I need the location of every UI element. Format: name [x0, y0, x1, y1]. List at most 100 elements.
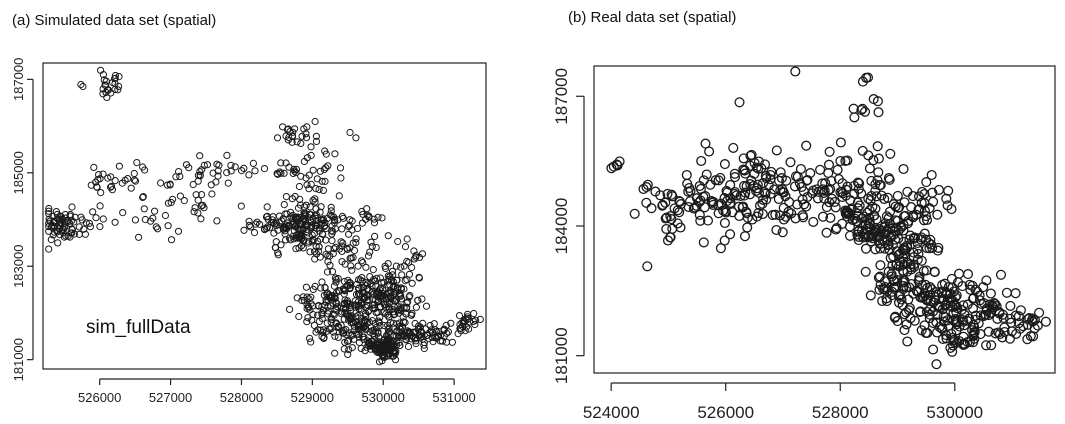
- data-point: [898, 163, 909, 175]
- data-point: [403, 276, 411, 284]
- data-point: [833, 174, 844, 185]
- panel-a-title: (a) Simulated data set (spatial): [12, 12, 217, 29]
- data-point: [378, 214, 386, 222]
- data-point: [77, 213, 85, 221]
- data-point: [358, 219, 367, 227]
- data-point: [360, 333, 368, 341]
- data-point: [941, 287, 952, 298]
- data-point: [280, 201, 288, 209]
- data-point: [472, 316, 480, 324]
- data-point: [306, 203, 314, 211]
- data-point: [335, 322, 343, 331]
- data-point: [286, 222, 294, 230]
- data-point: [161, 211, 169, 220]
- data-point: [79, 82, 87, 91]
- data-point: [68, 216, 76, 225]
- data-point: [760, 188, 771, 199]
- data-point: [111, 218, 119, 226]
- data-point: [297, 172, 305, 180]
- data-point: [323, 268, 332, 276]
- data-point: [331, 292, 339, 300]
- data-point: [442, 338, 451, 346]
- data-point: [674, 196, 685, 207]
- data-point: [109, 78, 117, 87]
- plot-frame-a: [42, 62, 487, 370]
- data-point: [893, 297, 905, 308]
- data-point: [710, 175, 721, 186]
- data-point: [842, 155, 853, 166]
- data-point: [135, 233, 143, 241]
- data-point: [316, 167, 324, 175]
- data-point: [345, 346, 353, 354]
- data-point: [802, 174, 813, 186]
- data-point: [115, 73, 123, 81]
- data-point: [921, 243, 932, 254]
- data-point: [400, 285, 408, 293]
- data-point: [872, 141, 883, 152]
- data-point: [797, 194, 808, 205]
- data-point: [865, 290, 876, 301]
- data-point: [704, 146, 715, 157]
- data-point: [891, 246, 902, 257]
- data-point: [933, 184, 945, 195]
- x-tick-label-a: 528000: [220, 390, 263, 405]
- data-point: [96, 202, 104, 210]
- data-point: [1022, 334, 1033, 345]
- data-point: [745, 150, 756, 161]
- data-point: [780, 211, 792, 222]
- data-point: [412, 253, 420, 261]
- data-point: [281, 223, 289, 231]
- data-point: [346, 216, 354, 224]
- data-point: [124, 175, 132, 183]
- data-point: [370, 342, 378, 350]
- data-point: [611, 159, 622, 170]
- data-point: [675, 222, 686, 233]
- data-point: [815, 164, 826, 175]
- data-point: [328, 230, 336, 238]
- data-point: [901, 319, 912, 330]
- data-point: [962, 299, 973, 310]
- data-point: [931, 359, 942, 370]
- data-point: [238, 167, 246, 175]
- data-point: [57, 213, 65, 221]
- data-point: [661, 212, 672, 223]
- data-point: [926, 169, 937, 181]
- data-point: [227, 161, 235, 169]
- data-point: [108, 186, 117, 194]
- data-point: [68, 203, 76, 211]
- data-point: [908, 232, 919, 243]
- data-point: [308, 316, 316, 324]
- data-point: [318, 302, 326, 310]
- data-point: [408, 279, 416, 287]
- data-point: [866, 190, 877, 202]
- data-point: [885, 148, 896, 159]
- data-point: [166, 181, 174, 189]
- data-point: [349, 239, 357, 247]
- data-point: [873, 153, 884, 164]
- data-point: [306, 334, 314, 342]
- data-point: [364, 301, 372, 309]
- data-point: [795, 163, 806, 175]
- data-point: [295, 230, 303, 238]
- data-point: [327, 203, 335, 211]
- data-point: [931, 327, 943, 338]
- data-point: [401, 277, 409, 285]
- data-point: [87, 181, 95, 189]
- data-point: [385, 305, 394, 313]
- data-point: [304, 314, 312, 322]
- data-point: [902, 336, 913, 347]
- data-point: [322, 164, 330, 172]
- data-point: [295, 226, 303, 234]
- data-point: [1024, 313, 1035, 324]
- data-point: [399, 313, 407, 321]
- data-point: [274, 251, 282, 259]
- data-point: [921, 177, 932, 188]
- data-point: [902, 266, 913, 277]
- data-point: [860, 266, 871, 277]
- data-point: [813, 186, 824, 197]
- data-point: [934, 322, 945, 333]
- data-point: [832, 164, 843, 175]
- data-point: [825, 212, 836, 223]
- data-point: [662, 188, 673, 199]
- data-point: [873, 107, 884, 118]
